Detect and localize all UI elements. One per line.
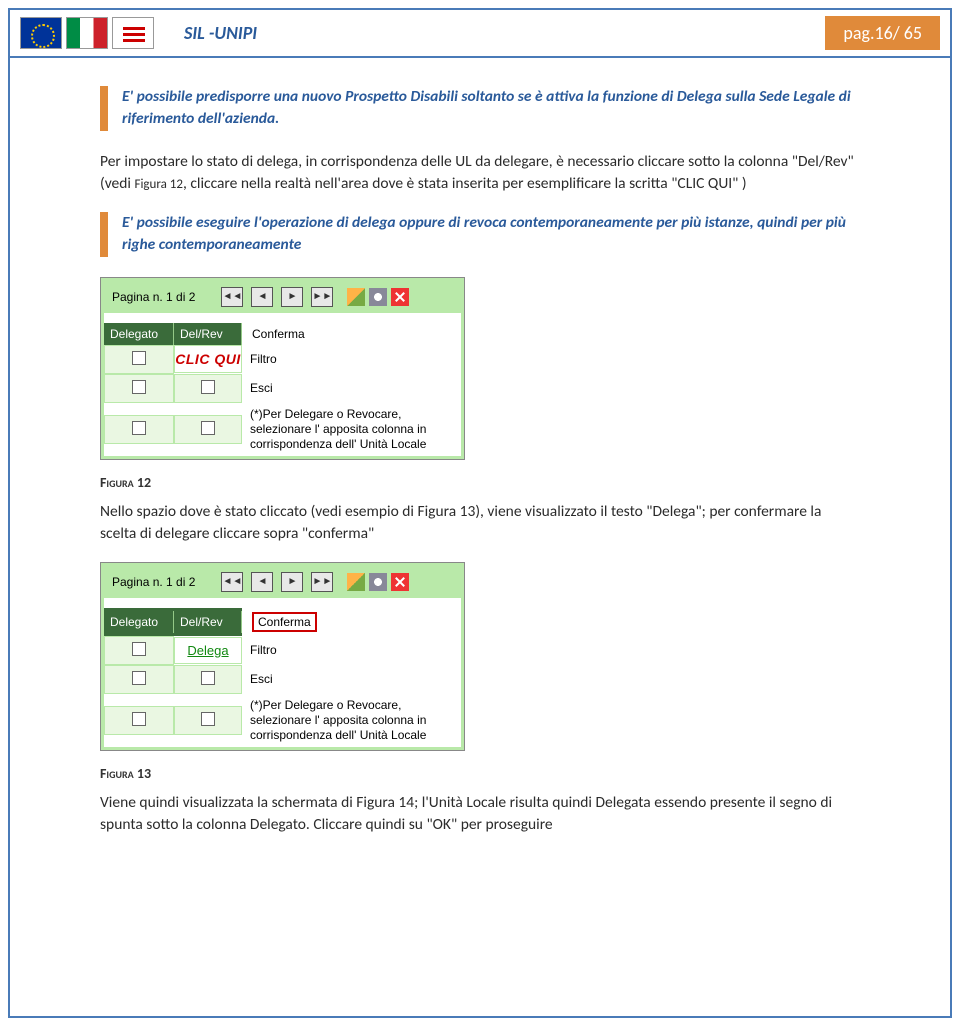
table-row: CLIC QUI Filtro xyxy=(104,345,461,374)
pagination-bar: Pagina n. 1 di 2 ◄◄ ◄ ► ►► xyxy=(104,566,461,598)
paragraph-intro: E' possibile predisporre una nuovo Prosp… xyxy=(122,86,860,131)
table-header-row: Delegato Del/Rev Conferma xyxy=(104,608,461,636)
next-page-button[interactable]: ► xyxy=(281,572,303,592)
clic-qui-text[interactable]: CLIC QUI xyxy=(175,351,240,367)
p2-text-b: , cliccare nella realtà nell'area dove è… xyxy=(183,174,747,193)
page-frame: SIL -UNIPI pag.16/ 65 E' possibile predi… xyxy=(8,8,952,1018)
table-row: (*)Per Delegare o Revocare, selezionare … xyxy=(104,403,461,456)
close-icon[interactable] xyxy=(391,573,409,591)
paragraph-multi-delega: E' possibile eseguire l'operazione di de… xyxy=(122,212,860,257)
first-page-button[interactable]: ◄◄ xyxy=(221,572,243,592)
close-icon[interactable] xyxy=(391,288,409,306)
italy-emblem-icon xyxy=(66,17,108,49)
table-row: Esci xyxy=(104,374,461,403)
highlight-block-1: E' possibile predisporre una nuovo Prosp… xyxy=(100,86,860,131)
liguria-logo-icon xyxy=(112,17,154,49)
checkbox-delegato[interactable] xyxy=(132,351,146,365)
footnote-text: (*)Per Delegare o Revocare, selezionare … xyxy=(242,403,461,456)
col-delegato: Delegato xyxy=(104,611,174,633)
table-row: Esci xyxy=(104,665,461,694)
checkbox-delegato[interactable] xyxy=(132,642,146,656)
filter-icon[interactable] xyxy=(369,288,387,306)
content-area: E' possibile predisporre una nuovo Prosp… xyxy=(10,58,950,883)
last-page-button[interactable]: ►► xyxy=(311,287,333,307)
checkbox-delrev[interactable] xyxy=(201,671,215,685)
edit-icon[interactable] xyxy=(347,573,365,591)
delega-link[interactable]: Delega xyxy=(187,643,228,658)
highlight-block-2: E' possibile eseguire l'operazione di de… xyxy=(100,212,860,257)
col-delrev: Del/Rev xyxy=(174,323,242,345)
col-delegato: Delegato xyxy=(104,323,174,345)
eu-flag-icon xyxy=(20,17,62,49)
page-number-badge: pag.16/ 65 xyxy=(825,16,940,50)
prev-page-button[interactable]: ◄ xyxy=(251,572,273,592)
document-header: SIL -UNIPI pag.16/ 65 xyxy=(10,10,950,58)
menu-esci[interactable]: Esci xyxy=(242,668,461,690)
table-row: (*)Per Delegare o Revocare, selezionare … xyxy=(104,694,461,747)
figure-caption-13: Figura 13 xyxy=(100,765,860,782)
paragraph-conferma: Nello spazio dove è stato cliccato (vedi… xyxy=(100,501,860,546)
pagination-label: Pagina n. 1 di 2 xyxy=(112,575,195,589)
last-page-button[interactable]: ►► xyxy=(311,572,333,592)
screenshot-figure-12: Pagina n. 1 di 2 ◄◄ ◄ ► ►► Delegato Del/… xyxy=(100,277,465,460)
screenshot-figure-13: Pagina n. 1 di 2 ◄◄ ◄ ► ►► Delegato Del/… xyxy=(100,562,465,751)
footnote-text: (*)Per Delegare o Revocare, selezionare … xyxy=(242,694,461,747)
checkbox-delegato[interactable] xyxy=(132,380,146,394)
checkbox-delrev[interactable] xyxy=(201,712,215,726)
menu-filtro[interactable]: Filtro xyxy=(242,639,461,661)
checkbox-delegato[interactable] xyxy=(132,671,146,685)
table-row: Delega Filtro xyxy=(104,636,461,665)
paragraph-instructions: Per impostare lo stato di delega, in cor… xyxy=(100,151,860,196)
next-page-button[interactable]: ► xyxy=(281,287,303,307)
prev-page-button[interactable]: ◄ xyxy=(251,287,273,307)
table-header-row: Delegato Del/Rev Conferma xyxy=(104,323,461,345)
checkbox-delegato[interactable] xyxy=(132,712,146,726)
menu-conferma[interactable]: Conferma xyxy=(242,323,461,345)
pagination-label: Pagina n. 1 di 2 xyxy=(112,290,195,304)
checkbox-delrev[interactable] xyxy=(201,380,215,394)
figure-ref-12: Figura 12 xyxy=(134,177,183,192)
first-page-button[interactable]: ◄◄ xyxy=(221,287,243,307)
edit-icon[interactable] xyxy=(347,288,365,306)
menu-conferma-highlighted[interactable]: Conferma xyxy=(252,612,317,632)
header-logos xyxy=(20,17,154,49)
filter-icon[interactable] xyxy=(369,573,387,591)
checkbox-delrev[interactable] xyxy=(201,421,215,435)
pagination-bar: Pagina n. 1 di 2 ◄◄ ◄ ► ►► xyxy=(104,281,461,313)
col-delrev: Del/Rev xyxy=(174,611,242,633)
paragraph-final: Viene quindi visualizzata la schermata d… xyxy=(100,792,860,837)
document-title: SIL -UNIPI xyxy=(184,22,257,44)
figure-caption-12: Figura 12 xyxy=(100,474,860,491)
menu-esci[interactable]: Esci xyxy=(242,377,461,399)
menu-filtro[interactable]: Filtro xyxy=(242,348,461,370)
checkbox-delegato[interactable] xyxy=(132,421,146,435)
